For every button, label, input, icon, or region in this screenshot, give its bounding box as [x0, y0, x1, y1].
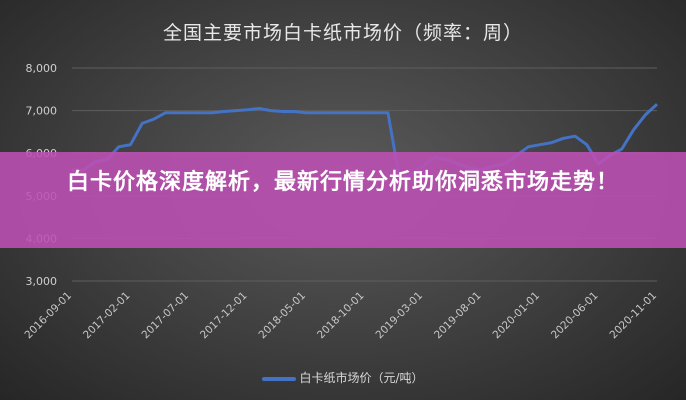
x-tick-label: 2016-09-01 [22, 290, 74, 342]
x-tick-label: 2020-01-01 [490, 290, 542, 342]
banner-text: 白卡价格深度解析，最新行情分析助你洞悉市场走势！ [66, 170, 619, 195]
y-tick-label: 8,000 [26, 62, 58, 75]
legend: 白卡纸市场价（元/吨） [0, 369, 686, 386]
y-tick-label: 3,000 [26, 275, 58, 288]
x-tick-label: 2020-06-01 [549, 290, 601, 342]
x-tick-label: 2017-07-01 [139, 290, 191, 342]
y-tick-label: 7,000 [26, 105, 58, 118]
x-tick-label: 2019-08-01 [432, 290, 484, 342]
x-tick-label: 2019-03-01 [373, 290, 425, 342]
x-tick-label: 2018-05-01 [256, 290, 308, 342]
chart-title: 全国主要市场白卡纸市场价（频率：周） [162, 22, 523, 44]
x-tick-label: 2020-11-01 [607, 290, 659, 342]
x-tick-label: 2018-10-01 [315, 290, 367, 342]
x-tick-label: 2017-02-01 [81, 290, 133, 342]
legend-swatch [262, 376, 297, 381]
headline-banner: 白卡价格深度解析，最新行情分析助你洞悉市场走势！ [0, 152, 686, 248]
x-tick-label: 2017-12-01 [198, 290, 250, 342]
legend-label: 白卡纸市场价（元/吨） [299, 371, 424, 385]
